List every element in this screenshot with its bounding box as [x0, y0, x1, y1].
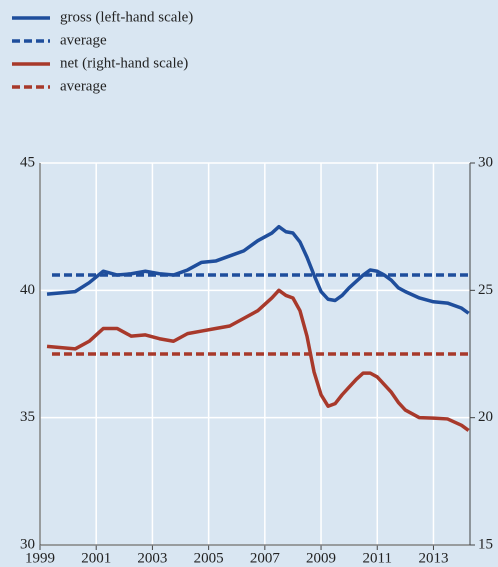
series-line: [46, 224, 470, 315]
y2-tick-label: 20: [478, 409, 493, 425]
x-tick-label: 2009: [306, 550, 336, 566]
x-tick-label: 2007: [250, 550, 281, 566]
series-line: [46, 288, 470, 432]
y2-tick-label: 25: [478, 282, 493, 298]
legend-label: average: [60, 32, 107, 48]
x-tick-label: 2011: [363, 550, 392, 566]
y2-tick-label: 15: [478, 536, 493, 552]
x-tick-label: 2003: [137, 550, 167, 566]
x-tick-label: 1999: [25, 550, 55, 566]
y-tick-label: 40: [20, 282, 35, 298]
x-tick-label: 2013: [418, 550, 448, 566]
legend-label: net (right-hand scale): [60, 55, 188, 71]
y-tick-label: 45: [20, 154, 35, 170]
legend-label: average: [60, 78, 107, 94]
legend-label: gross (left-hand scale): [60, 9, 193, 25]
x-tick-label: 2005: [194, 550, 224, 566]
y-tick-label: 30: [20, 536, 35, 552]
x-tick-label: 2001: [81, 550, 111, 566]
y-tick-label: 35: [20, 409, 35, 425]
y2-tick-label: 30: [478, 154, 493, 170]
